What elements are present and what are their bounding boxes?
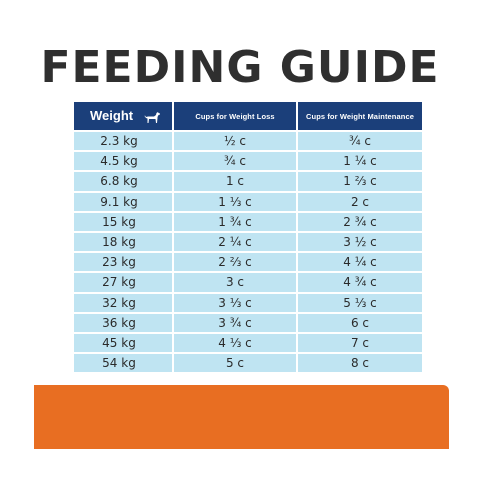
- weight-header-label: Weight: [90, 108, 134, 124]
- weight-cell: 45 kg: [74, 333, 172, 353]
- table-header-row: Weight Cups for Weight Loss Cups for Wei…: [74, 102, 422, 130]
- weight-column-header: Weight: [74, 102, 172, 130]
- loss-cell: 5 c: [174, 354, 296, 373]
- weight-cell: 54 kg: [74, 354, 172, 373]
- weight-cell: 15 kg: [74, 212, 172, 231]
- loss-cell: 3 c: [174, 273, 296, 292]
- maintenance-cell: 2 c: [298, 192, 422, 211]
- weight-cell: 18 kg: [74, 232, 172, 252]
- maintenance-cell: 2 ¾ c: [298, 212, 422, 231]
- orange-band: [34, 385, 449, 449]
- dog-icon: [144, 111, 160, 123]
- loss-cell: 3 ⅓ c: [174, 293, 296, 312]
- weight-cell: 2.3 kg: [74, 132, 172, 151]
- maintenance-cell: 5 ⅓ c: [298, 293, 422, 312]
- loss-cell: 3 ¾ c: [174, 313, 296, 332]
- weight-cell: 27 kg: [74, 273, 172, 292]
- loss-cell: 2 ⅔ c: [174, 253, 296, 272]
- weight-cell: 36 kg: [74, 313, 172, 332]
- maintenance-cell: 7 c: [298, 333, 422, 353]
- loss-cell: 2 ¼ c: [174, 232, 296, 252]
- page-title: FEEDING GUIDE: [40, 42, 440, 93]
- maintenance-column-header: Cups for Weight Maintenance: [298, 102, 422, 130]
- loss-cell: 1 c: [174, 172, 296, 191]
- loss-cell: ½ c: [174, 132, 296, 151]
- maintenance-cell: 6 c: [298, 313, 422, 332]
- maintenance-cell: ¾ c: [298, 132, 422, 151]
- weight-cell: 23 kg: [74, 253, 172, 272]
- loss-column-header: Cups for Weight Loss: [174, 102, 296, 130]
- maintenance-cell: 4 ¼ c: [298, 253, 422, 272]
- feeding-guide-table: Weight Cups for Weight Loss Cups for Wei…: [72, 100, 424, 374]
- maintenance-cell: 1 ⅔ c: [298, 172, 422, 191]
- loss-cell: 1 ¾ c: [174, 212, 296, 231]
- weight-cell: 9.1 kg: [74, 192, 172, 211]
- weight-cell: 32 kg: [74, 293, 172, 312]
- maintenance-cell: 4 ¾ c: [298, 273, 422, 292]
- weight-cell: 4.5 kg: [74, 152, 172, 171]
- weight-cell: 6.8 kg: [74, 172, 172, 191]
- loss-cell: 4 ⅓ c: [174, 333, 296, 353]
- loss-cell: ¾ c: [174, 152, 296, 171]
- loss-cell: 1 ⅓ c: [174, 192, 296, 211]
- maintenance-cell: 3 ½ c: [298, 232, 422, 252]
- maintenance-cell: 8 c: [298, 354, 422, 373]
- maintenance-cell: 1 ¼ c: [298, 152, 422, 171]
